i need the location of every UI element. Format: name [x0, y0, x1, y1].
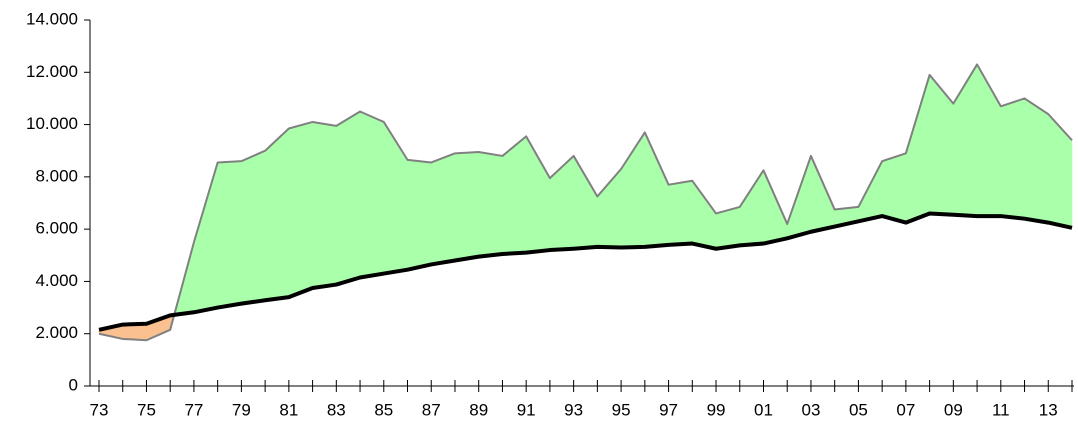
- series-line: [98, 63, 1073, 342]
- x-tick-label: 03: [801, 400, 820, 419]
- band-fill: [193, 162, 218, 313]
- band-fill: [953, 63, 978, 217]
- band-fill: [810, 155, 835, 233]
- band-fill: [597, 168, 622, 248]
- y-tick-label: 0: [69, 375, 78, 394]
- x-tick-label: 99: [707, 400, 726, 419]
- band-fill: [1024, 97, 1049, 223]
- x-tick-label: 93: [564, 400, 583, 419]
- band-fill: [383, 121, 408, 274]
- band-fill: [525, 135, 551, 253]
- x-tick-label: 13: [1039, 400, 1058, 419]
- x-tick-label: 05: [849, 400, 868, 419]
- y-tick-label: 6.000: [35, 219, 78, 238]
- x-tick-label: 11: [992, 400, 1010, 419]
- band-fill: [217, 160, 242, 308]
- x-tick-label: 73: [90, 400, 109, 419]
- band-fill: [336, 111, 361, 285]
- x-tick-label: 01: [754, 400, 773, 419]
- band-fill: [288, 121, 313, 298]
- band-fill: [312, 121, 337, 289]
- band-fill: [407, 159, 432, 270]
- x-tick-label: 89: [469, 400, 488, 419]
- band-fill: [692, 180, 717, 250]
- band-fill: [644, 132, 669, 248]
- band-fill: [241, 150, 266, 304]
- band-fill: [668, 180, 693, 246]
- y-tick-label: 2.000: [35, 323, 78, 342]
- x-tick-label: 91: [517, 400, 536, 419]
- fill-layer: [98, 63, 1073, 341]
- band-fill: [478, 151, 503, 257]
- band-fill: [881, 152, 907, 223]
- band-fill: [929, 74, 954, 216]
- band-fill: [430, 152, 456, 265]
- x-tick-label: 85: [374, 400, 393, 419]
- band-fill: [549, 155, 574, 251]
- band-fill: [454, 151, 479, 261]
- x-tick-label: 97: [659, 400, 678, 419]
- band-fill: [359, 111, 385, 278]
- x-tick-label: 09: [944, 400, 963, 419]
- y-tick-label: 10.000: [26, 114, 78, 133]
- line-layer: [98, 63, 1073, 342]
- band-fill: [1048, 113, 1073, 229]
- x-tick-label: 07: [896, 400, 915, 419]
- y-tick-label: 14.000: [26, 9, 78, 28]
- band-fill: [763, 170, 788, 244]
- band-fill: [573, 155, 598, 250]
- band-fill: [1000, 98, 1025, 219]
- band-fill: [739, 169, 764, 246]
- y-tick-label: 4.000: [35, 271, 78, 290]
- y-tick-label: 8.000: [35, 166, 78, 185]
- band-fill: [264, 127, 290, 301]
- band-fill: [905, 74, 930, 223]
- x-tick-label: 75: [137, 400, 156, 419]
- x-tick-label: 77: [184, 400, 203, 419]
- x-tick-label: 87: [422, 400, 441, 419]
- y-tick-label: 12.000: [26, 62, 78, 81]
- x-tick-label: 79: [232, 400, 251, 419]
- x-tick-label: 81: [279, 400, 298, 419]
- x-tick-label: 95: [612, 400, 631, 419]
- series-line: [98, 211, 1073, 332]
- x-tick-label: 83: [327, 400, 346, 419]
